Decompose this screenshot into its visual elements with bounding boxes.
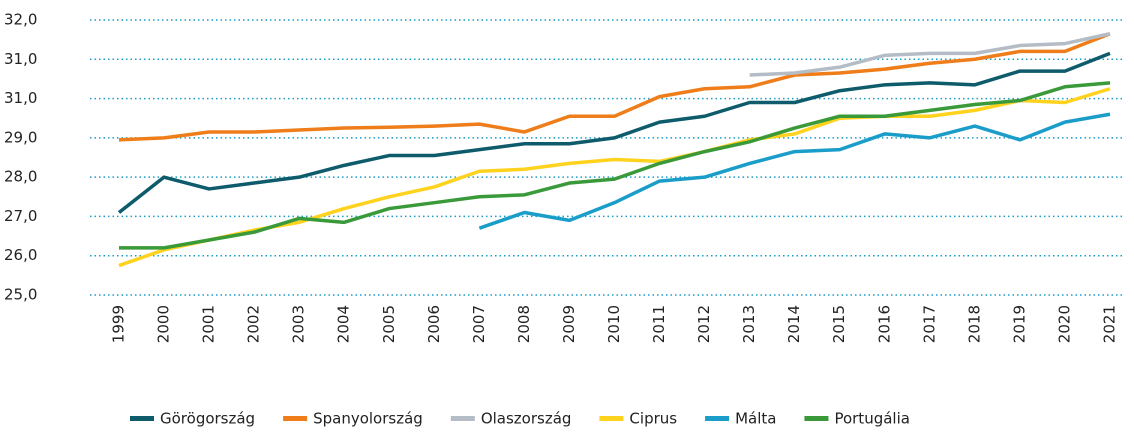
x-tick-label: 2009	[560, 305, 578, 343]
y-tick-label: 32,0	[4, 11, 37, 29]
x-tick-label: 2011	[650, 305, 668, 343]
x-tick-label: 2005	[380, 305, 398, 343]
series-line	[478, 112, 1111, 230]
x-tick-label: 2000	[155, 305, 173, 343]
x-tick-label: 2007	[470, 305, 488, 343]
x-tick-label: 2016	[875, 305, 893, 343]
y-tick-label: 31,0	[4, 50, 37, 68]
y-tick-label: 27,0	[4, 207, 37, 225]
legend-swatch	[804, 416, 829, 421]
x-tick-label: 2004	[335, 305, 353, 343]
x-tick-label: 2013	[740, 305, 758, 343]
x-tick-label: 2021	[1101, 305, 1119, 343]
x-tick-label: 2008	[515, 305, 533, 343]
y-tick-label: 25,0	[4, 286, 37, 304]
legend-label: Portugália	[834, 410, 909, 428]
legend-swatch	[283, 416, 308, 421]
x-tick-label: 2019	[1010, 305, 1028, 343]
legend-swatch	[599, 416, 624, 421]
x-tick-label: 2001	[200, 305, 218, 343]
legend-label: Spanyolország	[313, 410, 423, 428]
x-tick-label: 2020	[1055, 305, 1073, 343]
legend-label: Málta	[735, 410, 776, 428]
x-tick-label: 2017	[920, 305, 938, 343]
series-line	[117, 51, 1111, 214]
x-tick-label: 2015	[830, 305, 848, 343]
series-line	[118, 32, 1111, 142]
series-line	[119, 81, 1111, 250]
x-tick-label: 2018	[965, 305, 983, 343]
y-tick-label: 28,0	[4, 168, 37, 186]
x-tick-label: 2012	[695, 305, 713, 343]
legend-label: Olaszország	[481, 410, 572, 428]
x-tick-label: 2002	[245, 305, 263, 343]
x-tick-label: 2014	[785, 305, 803, 343]
legend-swatch	[130, 416, 154, 421]
y-tick-label: 31,0	[4, 89, 37, 107]
legend-swatch	[705, 416, 730, 421]
legend-label: Ciprus	[629, 410, 677, 428]
x-tick-label: 2010	[605, 305, 623, 343]
y-tick-label: 29,0	[4, 128, 37, 146]
x-tick-label: 2006	[425, 305, 443, 343]
legend-swatch	[450, 416, 475, 421]
series-line	[118, 87, 1111, 268]
legend-label: Görögország	[160, 410, 255, 428]
y-tick-label: 26,0	[4, 246, 37, 264]
series-line	[749, 32, 1111, 77]
x-tick-label: 1999	[110, 305, 128, 343]
x-tick-label: 2003	[290, 305, 308, 343]
